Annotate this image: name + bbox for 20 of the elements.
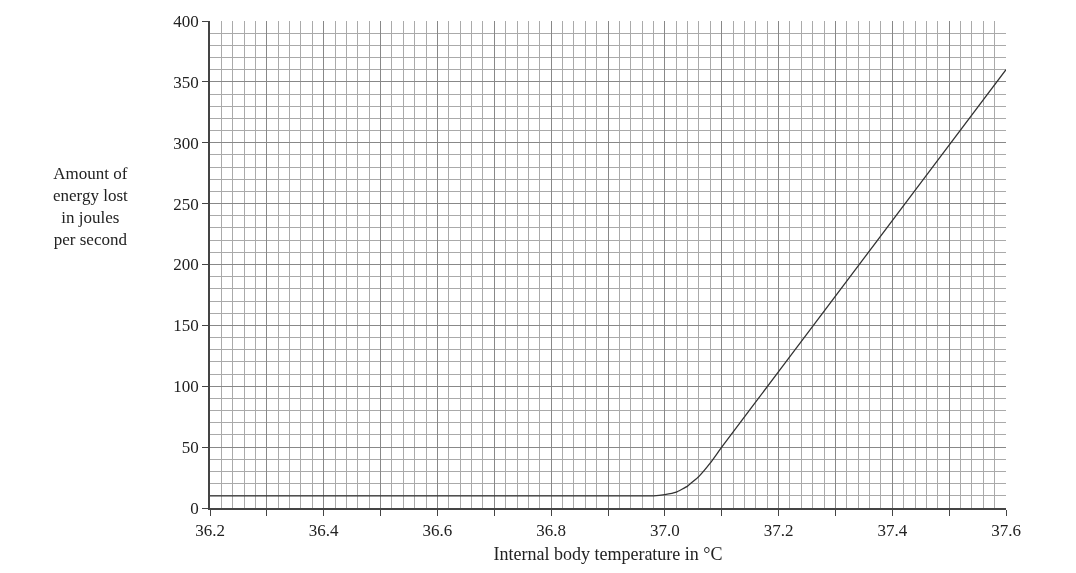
x-tick-label: 37.6	[991, 521, 1021, 541]
line-series	[210, 69, 1006, 497]
y-tick-label: 100	[173, 377, 199, 397]
y-axis-title: Amount of energy lost in joules per second	[53, 164, 129, 250]
x-tick-label: 36.8	[536, 521, 567, 541]
x-tick-label: 37.4	[877, 521, 908, 541]
y-tick-label: 250	[173, 194, 199, 214]
x-tick-label: 37.0	[649, 521, 680, 541]
y-tick-label: 0	[190, 498, 199, 518]
x-tick-label: 37.2	[763, 521, 794, 541]
x-tick-label: 36.6	[422, 521, 453, 541]
y-tick-label: 150	[173, 316, 199, 336]
y-tick-label: 400	[173, 11, 199, 31]
y-tick-label: 200	[173, 255, 199, 275]
y-tick-label: 350	[173, 72, 199, 92]
x-tick-label: 36.2	[195, 521, 225, 541]
y-tick-label: 300	[173, 133, 199, 153]
x-axis-title: Internal body temperature in °C	[493, 543, 723, 564]
x-tick-label: 36.4	[308, 521, 340, 541]
y-tick-label: 50	[181, 438, 199, 458]
